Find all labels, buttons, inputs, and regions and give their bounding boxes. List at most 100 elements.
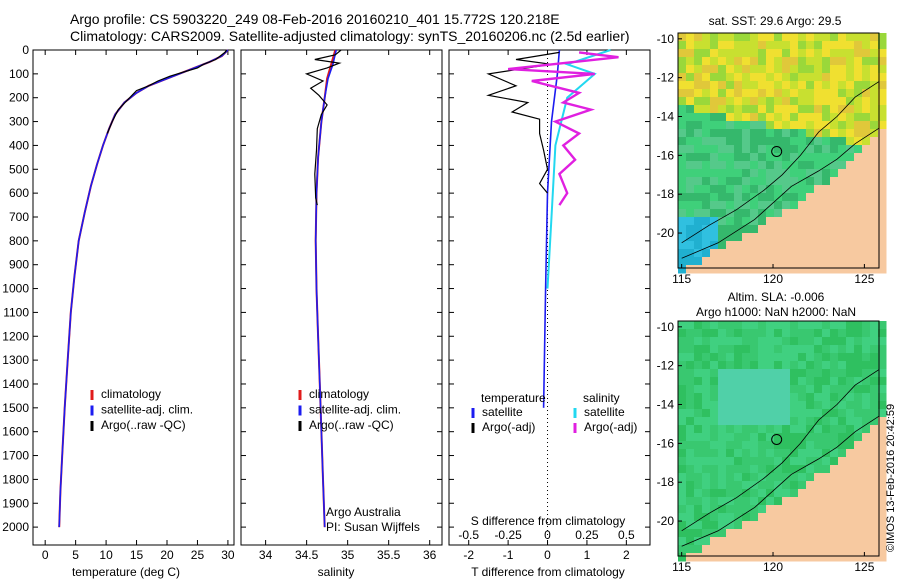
map-cell xyxy=(798,465,807,474)
map-cell xyxy=(878,153,887,162)
map-cell xyxy=(774,337,783,346)
map-cell xyxy=(814,257,823,266)
map-cell xyxy=(798,137,807,146)
map-cell xyxy=(782,97,791,106)
map-cell xyxy=(678,233,687,242)
map-cell xyxy=(878,145,887,154)
map-cell xyxy=(870,369,879,378)
map-cell xyxy=(726,377,735,386)
map-cell xyxy=(790,65,799,74)
map-cell xyxy=(838,433,847,442)
map-cell xyxy=(854,337,863,346)
map-cell xyxy=(814,369,823,378)
map-cell xyxy=(822,249,831,258)
map-cell xyxy=(798,409,807,418)
temperature-axes-frame xyxy=(32,49,235,546)
map-cell xyxy=(878,137,887,146)
map-cell xyxy=(766,209,775,218)
map-cell xyxy=(782,249,791,258)
map-cell xyxy=(878,369,887,378)
y-tick-label: 400 xyxy=(9,138,29,152)
map-cell xyxy=(806,329,815,338)
map-cell xyxy=(806,417,815,426)
map-cell xyxy=(838,337,847,346)
map-cell xyxy=(782,521,791,530)
map-cell xyxy=(686,457,695,466)
map-cell xyxy=(758,57,767,66)
map-cell xyxy=(694,449,703,458)
map-cell xyxy=(878,353,887,362)
map-cell xyxy=(734,121,743,130)
sst-map-image xyxy=(677,32,887,274)
map-cell xyxy=(878,121,887,130)
map-cell xyxy=(774,169,783,178)
map-cell xyxy=(854,553,863,562)
map-cell xyxy=(822,369,831,378)
map-cell xyxy=(718,121,727,130)
salinity-ticks: 34 34.5 35 35.5 36 xyxy=(241,49,442,562)
map-cell xyxy=(678,209,687,218)
map-cell xyxy=(854,105,863,114)
map-cell xyxy=(822,225,831,234)
map-cell xyxy=(774,161,783,170)
map-cell xyxy=(742,265,751,274)
map-cell xyxy=(718,57,727,66)
sla-map-title: Altim. SLA: -0.006 xyxy=(728,290,825,304)
map-cell xyxy=(766,129,775,138)
map-cell xyxy=(846,545,855,554)
map-cell xyxy=(782,145,791,154)
map-cell xyxy=(838,113,847,122)
map-cell xyxy=(678,97,687,106)
map-cell xyxy=(694,97,703,106)
map-cell xyxy=(846,169,855,178)
map-cell xyxy=(734,169,743,178)
map-cell xyxy=(878,417,887,426)
map-cell xyxy=(742,369,751,378)
map-cell xyxy=(766,353,775,362)
map-cell xyxy=(742,169,751,178)
map-cell xyxy=(822,113,831,122)
map-cell xyxy=(750,345,759,354)
map-cell xyxy=(718,233,727,242)
map-cell xyxy=(734,449,743,458)
s-difference-label: S difference from climatology xyxy=(471,514,626,528)
map-cell xyxy=(726,265,735,274)
legend-label: satellite-adj. clim. xyxy=(309,403,401,417)
map-cell xyxy=(694,417,703,426)
map-cell xyxy=(734,57,743,66)
map-cell xyxy=(678,337,687,346)
map-cell xyxy=(726,345,735,354)
map-cell xyxy=(766,65,775,74)
map-cell xyxy=(766,409,775,418)
map-cell xyxy=(870,217,879,226)
map-cell xyxy=(814,265,823,274)
map-cell xyxy=(718,457,727,466)
map-cell xyxy=(862,257,871,266)
map-cell xyxy=(678,425,687,434)
map-cell xyxy=(742,161,751,170)
map-cell xyxy=(798,57,807,66)
map-cell xyxy=(806,33,815,42)
x-tick-label: 34 xyxy=(259,548,273,562)
map-cell xyxy=(710,65,719,74)
map-cell xyxy=(750,57,759,66)
map-cell xyxy=(838,121,847,130)
map-cell xyxy=(758,497,767,506)
map-cell xyxy=(742,249,751,258)
map-cell xyxy=(798,33,807,42)
map-cell xyxy=(734,321,743,330)
map-cell xyxy=(742,65,751,74)
map-cell xyxy=(742,209,751,218)
map-cell xyxy=(846,537,855,546)
map-cell xyxy=(726,161,735,170)
map-cell xyxy=(734,41,743,50)
map-cell xyxy=(774,353,783,362)
map-cell xyxy=(678,113,687,122)
map-y-tick-label: -10 xyxy=(657,320,675,334)
map-cell xyxy=(718,425,727,434)
map-cell xyxy=(718,153,727,162)
map-cell xyxy=(766,321,775,330)
map-cell xyxy=(782,369,791,378)
map-cell xyxy=(726,489,735,498)
